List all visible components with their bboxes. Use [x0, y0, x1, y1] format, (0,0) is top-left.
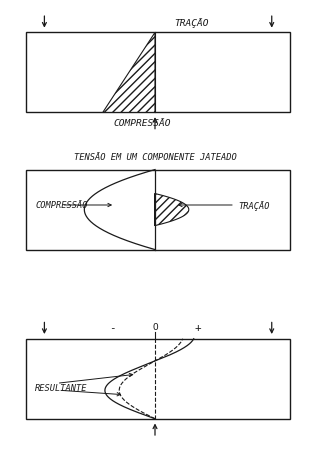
Text: TRAÇÃO: TRAÇÃO	[175, 18, 209, 28]
Text: TENSÃO EM UM COMPONENTE JATEADO: TENSÃO EM UM COMPONENTE JATEADO	[74, 153, 236, 162]
Text: COMPRESSÃO: COMPRESSÃO	[35, 201, 88, 210]
Text: RESULTANTE: RESULTANTE	[35, 384, 88, 392]
Text: COMPRESSÃO: COMPRESSÃO	[114, 119, 171, 128]
Text: O: O	[152, 323, 158, 331]
Text: -: -	[109, 322, 115, 332]
Bar	[26, 339, 290, 419]
Polygon shape	[155, 194, 189, 226]
Polygon shape	[103, 34, 155, 113]
Text: TRAÇÃO: TRAÇÃO	[238, 201, 269, 211]
Text: +: +	[195, 322, 201, 332]
Bar	[26, 170, 290, 250]
Bar	[26, 34, 290, 113]
